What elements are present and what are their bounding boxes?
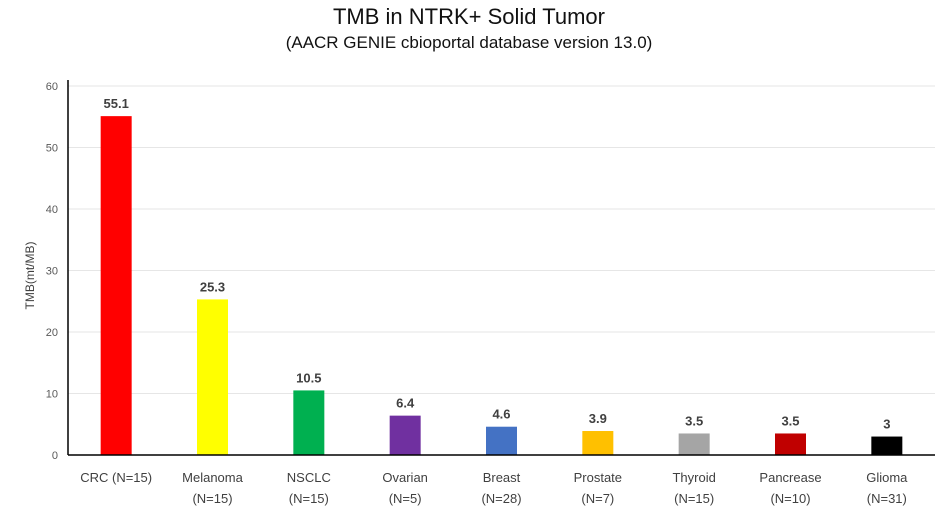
chart-title: TMB in NTRK+ Solid Tumor — [332, 4, 605, 29]
x-category-label: Pancrease (N=10) — [759, 470, 821, 506]
y-axis-title: TMB(mt/MB) — [23, 242, 37, 310]
bar — [197, 299, 228, 455]
x-category-label: Thyroid (N=15) — [672, 470, 715, 506]
bar — [678, 433, 710, 455]
data-label: 4.6 — [492, 407, 510, 422]
x-category-label: Glioma (N=31) — [866, 470, 908, 506]
bar — [582, 431, 614, 455]
bar — [486, 426, 517, 455]
data-label: 3.9 — [589, 411, 607, 426]
data-label: 55.1 — [104, 96, 129, 111]
x-category-label: NSCLC (N=15) — [287, 470, 331, 506]
data-label: 10.5 — [296, 370, 321, 385]
y-tick-label: 30 — [46, 266, 58, 278]
x-category-label: CRC (N=15) — [80, 470, 152, 485]
y-tick-label: 20 — [46, 327, 58, 339]
x-category-label: Ovarian (N=5) — [382, 470, 428, 506]
x-category-label: Prostate (N=7) — [574, 470, 622, 506]
bar — [871, 436, 903, 455]
labels: 0 10 20 30 40 50 60 TMB(mt/MB) 55.1 CRC (N=15) 25.… — [23, 81, 908, 506]
data-label: 6.4 — [396, 396, 415, 411]
bar — [293, 390, 325, 455]
chart-subtitle: (AACR GENIE cbioportal database version … — [285, 33, 653, 52]
y-tick-label: 0 — [52, 450, 58, 462]
data-label: 3.5 — [685, 413, 703, 428]
gridlines — [68, 85, 935, 394]
bars — [100, 116, 903, 455]
y-tick-label: 60 — [46, 81, 58, 93]
data-label: 3 — [883, 417, 890, 432]
x-category-label: Melanoma (N=15) — [182, 470, 243, 506]
bar — [100, 116, 132, 455]
data-label: 3.5 — [781, 413, 799, 428]
bar — [389, 415, 421, 455]
y-tick-label: 50 — [46, 143, 58, 155]
x-category-label: Breast (N=28) — [481, 470, 521, 506]
y-tick-label: 40 — [46, 204, 58, 216]
y-tick-label: 10 — [46, 389, 58, 401]
data-label: 25.3 — [200, 279, 225, 294]
axes — [67, 80, 935, 456]
bar — [775, 433, 806, 455]
